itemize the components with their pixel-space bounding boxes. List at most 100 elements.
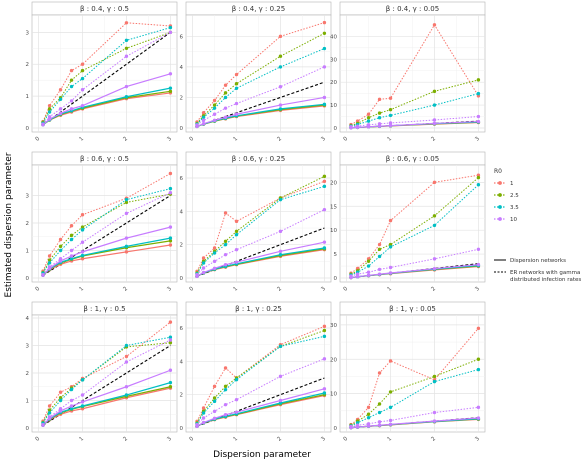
x-tick-label: 0: [343, 286, 350, 293]
x-tick-label: 0: [343, 136, 350, 143]
data-point: [278, 34, 283, 39]
x-tick-label: 1: [386, 436, 393, 443]
y-axis-title: Estimated dispersion parameter: [4, 152, 14, 297]
data-point: [366, 273, 371, 278]
data-point: [124, 200, 129, 205]
data-point: [366, 123, 371, 127]
data-point: [432, 180, 437, 185]
legend-label-er: ER networks with gamma distributed infect…: [510, 270, 581, 283]
data-point: [432, 89, 437, 94]
data-point: [234, 86, 239, 90]
data-point: [278, 229, 283, 234]
data-point: [80, 103, 85, 108]
data-point: [58, 390, 63, 394]
data-point: [322, 246, 327, 250]
facet-title: β : 0.4, γ : 0.05: [386, 5, 439, 13]
data-point: [80, 62, 85, 66]
data-point: [80, 240, 85, 244]
data-point: [168, 186, 173, 191]
data-point: [377, 420, 382, 424]
data-point: [201, 266, 206, 270]
data-point: [223, 239, 228, 244]
y-tick-label: 1: [26, 399, 30, 405]
data-point: [223, 384, 228, 389]
data-point: [322, 20, 327, 25]
facet-panel: β : 0.6, γ : 0.25 0 1 2 3 0 2 4 6: [180, 151, 332, 293]
data-point: [432, 121, 437, 126]
data-point: [366, 412, 371, 416]
data-point: [223, 83, 228, 87]
data-point: [168, 236, 173, 240]
data-point: [212, 409, 217, 414]
data-point: [168, 25, 173, 30]
data-point: [223, 412, 228, 417]
y-tick-label: 30: [330, 323, 337, 329]
data-point: [278, 401, 283, 405]
y-tick-label: 6: [180, 34, 184, 40]
x-tick-label: 2: [276, 286, 283, 293]
y-tick-label: 2: [180, 95, 184, 101]
data-point: [223, 402, 228, 407]
data-point: [234, 229, 239, 234]
y-tick-label: 15: [330, 204, 337, 210]
data-point: [69, 99, 74, 103]
data-point: [47, 411, 52, 415]
data-point: [234, 397, 239, 402]
data-point: [388, 359, 393, 363]
y-tick-label: 0: [180, 276, 184, 282]
data-point: [69, 107, 74, 111]
data-point: [278, 344, 283, 349]
y-tick-label: 10: [330, 103, 337, 109]
data-point: [212, 396, 217, 400]
data-point: [201, 122, 206, 126]
data-point: [58, 407, 63, 411]
data-point: [195, 123, 199, 127]
data-point: [366, 115, 371, 120]
data-point: [377, 254, 382, 259]
data-point: [278, 65, 283, 69]
x-tick-label: 0: [343, 436, 350, 443]
y-tick-label: 1: [26, 94, 30, 100]
data-point: [124, 354, 129, 359]
data-point: [212, 259, 217, 264]
x-tick-label: 0: [189, 286, 196, 293]
data-point: [234, 112, 239, 116]
data-point: [388, 245, 393, 249]
data-point: [201, 411, 206, 415]
facet-panel: β : 1, γ : 0.25 0 1 2 3 0 2 4 6: [180, 301, 332, 443]
data-point: [278, 54, 283, 58]
data-point: [124, 197, 129, 202]
facet-panel: β : 0.6, γ : 0.5 0 1 2 3 0 1 2 3: [26, 151, 178, 293]
data-point: [366, 259, 371, 263]
data-point: [201, 406, 206, 410]
data-point: [58, 237, 63, 242]
data-point: [278, 197, 283, 202]
data-point: [201, 261, 206, 265]
data-point: [58, 244, 63, 249]
data-point: [322, 357, 327, 361]
data-point: [476, 405, 481, 410]
y-tick-label: 1: [26, 249, 30, 255]
facet-panel: β : 0.4, γ : 0.5 0 1 2 3 0 1 2 3: [26, 1, 178, 143]
data-point: [168, 191, 173, 195]
legend-key-point: [498, 205, 502, 209]
legend-key-point: [498, 217, 502, 221]
facet-title: β : 0.6, γ : 0.25: [232, 155, 285, 163]
data-point: [69, 224, 74, 228]
y-tick-label: 2: [26, 62, 30, 68]
data-point: [124, 236, 129, 240]
data-point: [212, 399, 217, 404]
data-point: [58, 396, 63, 400]
data-point: [476, 78, 481, 82]
data-point: [476, 183, 481, 187]
legend-label: 3.5: [510, 205, 519, 211]
data-point: [322, 46, 327, 51]
data-point: [432, 223, 437, 228]
y-tick-label: 2: [26, 371, 30, 377]
x-tick-label: 3: [166, 136, 173, 143]
x-tick-label: 3: [474, 136, 481, 143]
legend-label: 2.5: [510, 193, 519, 199]
y-tick-label: 40: [330, 34, 337, 40]
data-point: [366, 422, 371, 426]
x-tick-label: 2: [430, 436, 437, 443]
